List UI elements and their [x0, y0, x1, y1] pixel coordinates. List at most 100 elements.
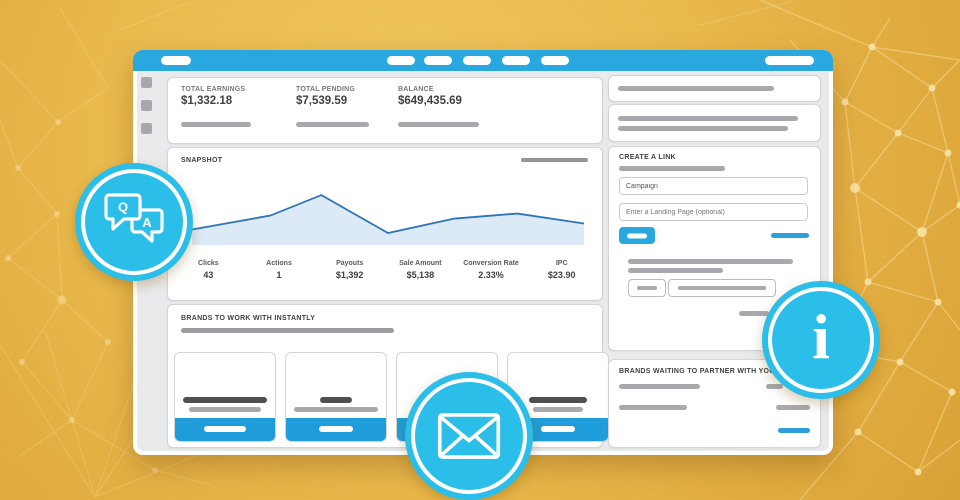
earnings-summary-card: TOTAL EARNINGS $1,332.18 TOTAL PENDING $…	[167, 77, 603, 144]
create-link-title: CREATE A LINK	[619, 154, 676, 161]
qa-badge: A Q	[75, 163, 193, 281]
mail-badge	[405, 372, 533, 500]
metric-clicks: Clicks 43	[173, 260, 244, 280]
brand-card	[285, 352, 387, 442]
placeholder-bar	[296, 122, 369, 127]
metric-label: Sale Amount	[399, 260, 442, 267]
placeholder-bar	[398, 122, 479, 127]
placeholder-bar	[529, 397, 587, 403]
brand-card	[174, 352, 276, 442]
placeholder-bar	[521, 158, 588, 162]
envelope-icon	[437, 412, 501, 460]
link-placeholder[interactable]	[771, 233, 809, 238]
logo-pill[interactable]	[161, 56, 191, 65]
nav-pill[interactable]	[502, 56, 530, 65]
snapshot-chart	[192, 186, 584, 245]
brands-instant-card: BRANDS TO WORK WITH INSTANTLY	[167, 304, 609, 448]
placeholder-bar	[183, 397, 267, 403]
metric-value: $5,138	[406, 270, 435, 280]
brands-waiting-title: BRANDS WAITING TO PARTNER WITH YOU	[619, 368, 775, 375]
brand-join-button[interactable]	[175, 418, 275, 441]
placeholder-bar	[320, 397, 352, 403]
link-placeholder[interactable]	[778, 428, 810, 433]
nav-pill[interactable]	[387, 56, 415, 65]
brand-join-button[interactable]	[286, 418, 386, 441]
placeholder-bar	[533, 407, 583, 412]
stat-value: $1,332.18	[181, 95, 233, 107]
metric-ipc: IPC $23.90	[526, 260, 597, 280]
stat-total-pending: TOTAL PENDING $7,539.59	[296, 86, 355, 107]
stat-total-earnings: TOTAL EARNINGS $1,332.18	[181, 86, 245, 107]
placeholder-bar	[294, 407, 378, 412]
info-badge: i	[762, 281, 880, 399]
placeholder-bar	[739, 311, 769, 316]
snapshot-title: SNAPSHOT	[181, 157, 223, 164]
svg-text:Q: Q	[118, 200, 128, 215]
brand-tile-row	[174, 352, 609, 442]
placeholder-bar	[619, 405, 687, 410]
metric-sale-amount: Sale Amount $5,138	[385, 260, 456, 280]
stat-label: TOTAL EARNINGS	[181, 86, 246, 93]
metric-payouts: Payouts $1,392	[314, 260, 385, 280]
rail-nav-item[interactable]	[141, 123, 152, 134]
placeholder-bar	[766, 384, 783, 389]
placeholder-bar	[628, 259, 793, 264]
metric-label: Actions	[266, 260, 292, 267]
metric-value: 43	[203, 270, 214, 280]
rail-nav-item[interactable]	[141, 100, 152, 111]
stat-value: $649,435.69	[398, 95, 462, 107]
placeholder-bar	[619, 166, 725, 171]
chart-area-fill	[192, 195, 584, 245]
side-card-top	[608, 75, 821, 102]
brands-instant-title: BRANDS TO WORK WITH INSTANTLY	[181, 315, 316, 322]
metric-conversion-rate: Conversion Rate 2.33%	[456, 260, 527, 280]
placeholder-bar	[181, 328, 394, 333]
stat-label: BALANCE	[398, 86, 434, 93]
nav-pill[interactable]	[463, 56, 491, 65]
metric-value: $23.90	[547, 270, 576, 280]
placeholder-bar	[618, 126, 788, 131]
snapshot-metrics-row: Clicks 43 Actions 1 Payouts $1,392 Sale …	[173, 260, 597, 280]
rail-nav-item[interactable]	[141, 77, 152, 88]
qa-chat-bubbles-icon: A Q	[101, 192, 167, 252]
landing-page-input[interactable]	[619, 203, 808, 221]
svg-text:A: A	[142, 215, 152, 230]
info-icon: i	[812, 301, 830, 372]
stat-value: $7,539.59	[296, 95, 348, 107]
button-label-pill	[627, 233, 647, 238]
metric-value: $1,392	[335, 270, 364, 280]
campaign-select[interactable]	[619, 177, 808, 195]
nav-pill[interactable]	[424, 56, 452, 65]
placeholder-bar	[628, 268, 723, 273]
placeholder-bar	[618, 116, 798, 121]
placeholder-bar	[637, 285, 657, 290]
placeholder-bar	[678, 286, 766, 290]
stat-balance: BALANCE $649,435.69	[398, 86, 462, 107]
side-card-second	[608, 104, 821, 142]
placeholder-bar	[619, 384, 700, 389]
metric-label: Conversion Rate	[463, 260, 519, 267]
metric-value: 2.33%	[478, 270, 504, 280]
metric-value: 1	[276, 270, 282, 280]
placeholder-bar	[776, 405, 810, 410]
generated-link-field[interactable]	[668, 279, 776, 297]
snapshot-card: SNAPSHOT Clicks 43 Actions 1 Payouts $1,…	[167, 147, 603, 301]
nav-pill[interactable]	[541, 56, 569, 65]
chart-line	[192, 195, 584, 233]
placeholder-bar	[181, 122, 251, 127]
placeholder-bar	[618, 86, 774, 91]
brand-card	[507, 352, 609, 442]
metric-label: Clicks	[198, 260, 219, 267]
create-link-card: CREATE A LINK	[608, 146, 821, 351]
account-pill[interactable]	[765, 56, 814, 65]
topbar	[133, 50, 833, 71]
metric-label: Payouts	[336, 260, 364, 267]
metric-label: IPC	[555, 260, 568, 267]
metric-actions: Actions 1	[244, 260, 315, 280]
copy-button[interactable]	[628, 279, 666, 297]
stat-label: TOTAL PENDING	[296, 86, 355, 93]
placeholder-bar	[189, 407, 261, 412]
brand-join-button[interactable]	[508, 418, 608, 441]
create-link-button[interactable]	[619, 227, 655, 244]
